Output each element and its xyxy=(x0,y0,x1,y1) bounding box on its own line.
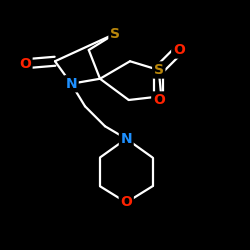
Text: S: S xyxy=(110,27,120,41)
Text: O: O xyxy=(153,93,165,107)
Text: O: O xyxy=(173,43,185,57)
Text: N: N xyxy=(120,132,132,146)
Text: N: N xyxy=(66,77,77,91)
Text: O: O xyxy=(19,57,31,71)
Text: O: O xyxy=(120,196,132,209)
Text: S: S xyxy=(154,63,164,77)
